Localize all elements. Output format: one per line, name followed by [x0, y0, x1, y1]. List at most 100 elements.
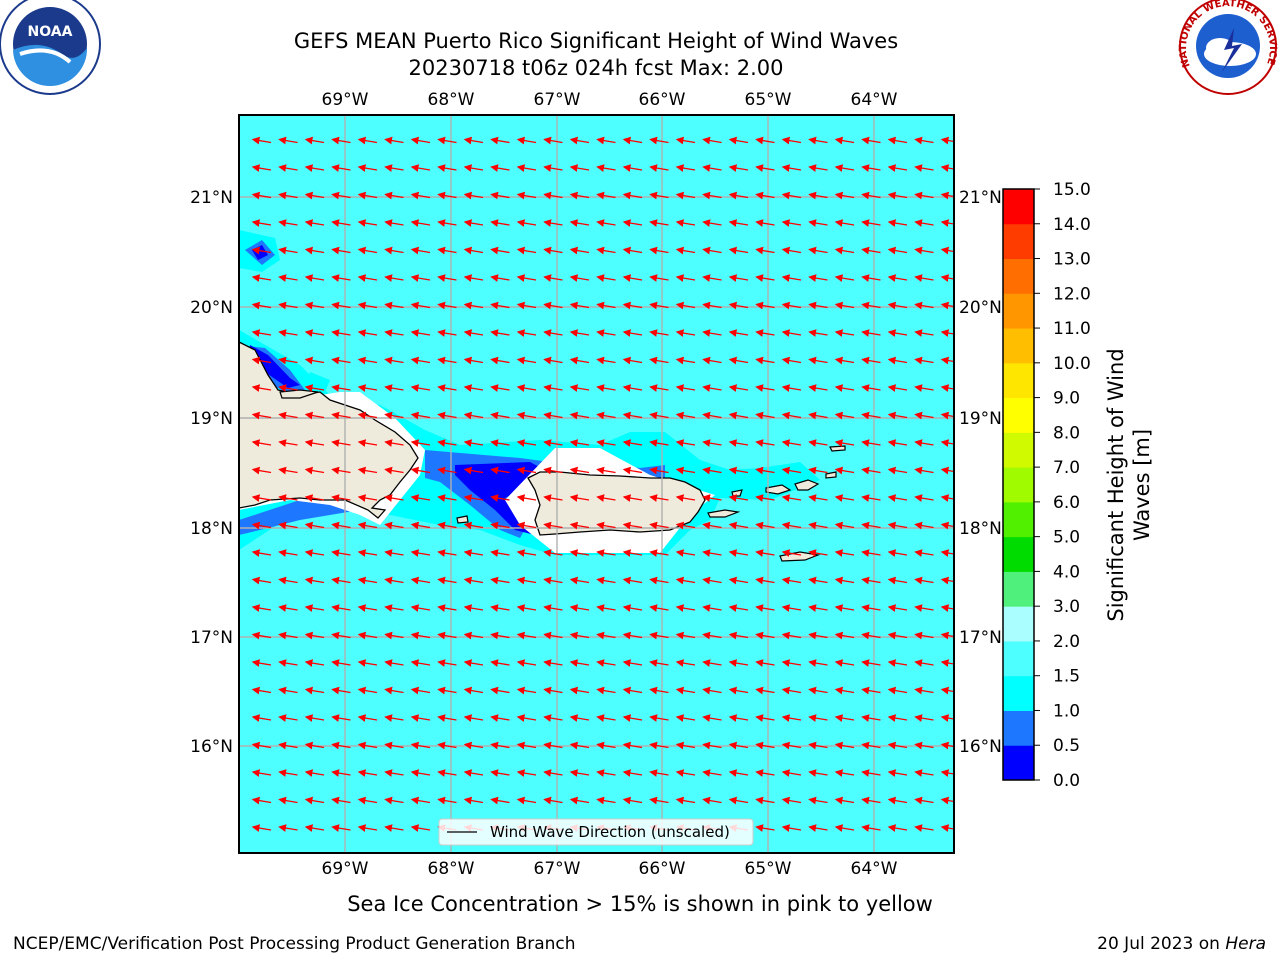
colorbar-swatch	[1003, 293, 1034, 329]
wave-arrow	[596, 466, 616, 475]
wave-arrow	[781, 439, 802, 447]
wave-arrow	[569, 301, 590, 310]
colorbar-tick-label: 1.0	[1053, 701, 1080, 721]
lat-tick-right: 21°N	[959, 188, 1002, 208]
colorbar-tick-label: 3.0	[1053, 597, 1080, 617]
wave-arrow	[490, 796, 510, 805]
wave-arrow	[410, 824, 431, 832]
wave-arrow	[384, 219, 404, 227]
wave-arrow	[834, 576, 855, 585]
wave-arrow	[808, 741, 828, 750]
wave-arrow	[702, 741, 722, 750]
lon-tick-bottom: 69°W	[322, 859, 369, 879]
wave-arrow	[675, 741, 696, 750]
wave-arrow	[490, 274, 510, 282]
wave-arrow	[649, 769, 669, 777]
wave-arrow	[357, 631, 378, 640]
wave-arrow	[622, 384, 643, 392]
wave-arrow	[887, 631, 908, 640]
wave-arrow	[463, 191, 484, 200]
wave-arrow	[808, 439, 828, 447]
wave-arrow	[331, 576, 351, 585]
wave-arrow	[808, 549, 828, 557]
wave-arrow	[516, 631, 537, 640]
wave-arrow	[251, 384, 272, 392]
wave-arrow	[728, 796, 749, 805]
wave-arrow	[357, 576, 378, 585]
wave-arrow	[622, 741, 643, 750]
wave-arrow	[410, 494, 431, 502]
wave-arrow	[569, 604, 590, 612]
wave-arrow	[490, 466, 510, 475]
wave-arrow	[675, 686, 696, 695]
lat-tick-left: 17°N	[190, 628, 233, 648]
wave-arrow	[437, 219, 457, 227]
wave-arrow	[940, 191, 954, 200]
wave-arrow	[251, 769, 272, 777]
wave-arrow	[331, 164, 351, 172]
nws-logo: NATIONAL WEATHER SERVICE	[1178, 0, 1278, 95]
wave-arrow	[622, 191, 643, 200]
wave-arrow	[304, 274, 325, 282]
wave-arrow	[834, 439, 855, 447]
lon-tick-bottom: 67°W	[534, 859, 581, 879]
wave-arrow	[569, 631, 590, 640]
wave-arrow	[940, 356, 954, 365]
wave-arrow	[304, 659, 325, 667]
wave-arrow	[437, 384, 457, 392]
wave-arrow	[728, 356, 749, 365]
wave-arrow	[516, 604, 537, 612]
wave-arrow	[596, 329, 616, 337]
wave-arrow	[702, 576, 722, 585]
colorbar-title: Significant Height of Wind Waves [m]	[1104, 348, 1154, 621]
map-legend: Wind Wave Direction (unscaled)	[438, 818, 754, 846]
wave-arrow	[861, 274, 881, 282]
wave-arrow	[940, 796, 954, 805]
wave-arrow	[331, 191, 351, 200]
wave-arrow	[304, 521, 325, 530]
wave-arrow	[834, 796, 855, 805]
colorbar-tick-label: 9.0	[1053, 389, 1080, 409]
wave-arrow	[861, 521, 881, 530]
wave-arrow	[914, 136, 934, 145]
wave-arrow	[781, 329, 802, 337]
wave-arrow	[490, 521, 510, 530]
wave-arrow	[331, 439, 351, 447]
wave-arrow	[463, 659, 484, 667]
wave-arrow	[914, 439, 934, 447]
wave-arrow	[278, 136, 298, 145]
wave-arrow	[596, 411, 616, 420]
wave-arrow	[596, 439, 616, 447]
wave-arrow	[569, 384, 590, 392]
wave-arrow	[675, 659, 696, 667]
wave-arrow	[463, 769, 484, 777]
wave-arrow	[463, 356, 484, 365]
wave-arrow	[649, 191, 669, 200]
wave-arrow	[410, 714, 431, 722]
wave-arrow	[410, 466, 431, 475]
wave-arrow	[516, 686, 537, 695]
wave-arrow	[463, 796, 484, 805]
wave-arrow	[675, 246, 696, 255]
wave-arrow	[596, 274, 616, 282]
wave-arrow	[516, 576, 537, 585]
wind-wave-arrows	[251, 136, 954, 832]
wave-arrow	[569, 164, 590, 172]
wave-arrow	[543, 411, 563, 420]
wave-arrow	[569, 274, 590, 282]
wave-arrow	[278, 329, 298, 337]
chart-title-line1: GEFS MEAN Puerto Rico Significant Height…	[294, 29, 898, 53]
wave-arrow	[728, 411, 749, 420]
wave-arrow	[278, 494, 298, 502]
wave-arrow	[569, 439, 590, 447]
wave-arrow	[251, 521, 272, 530]
wave-arrow	[622, 329, 643, 337]
wave-arrow	[490, 246, 510, 255]
lon-tick-bottom: 65°W	[745, 859, 792, 879]
wave-arrow	[861, 329, 881, 337]
wave-arrow	[781, 686, 802, 695]
wave-arrow	[914, 604, 934, 612]
wave-arrow	[914, 494, 934, 502]
wave-arrow	[649, 356, 669, 365]
wave-arrow	[887, 191, 908, 200]
